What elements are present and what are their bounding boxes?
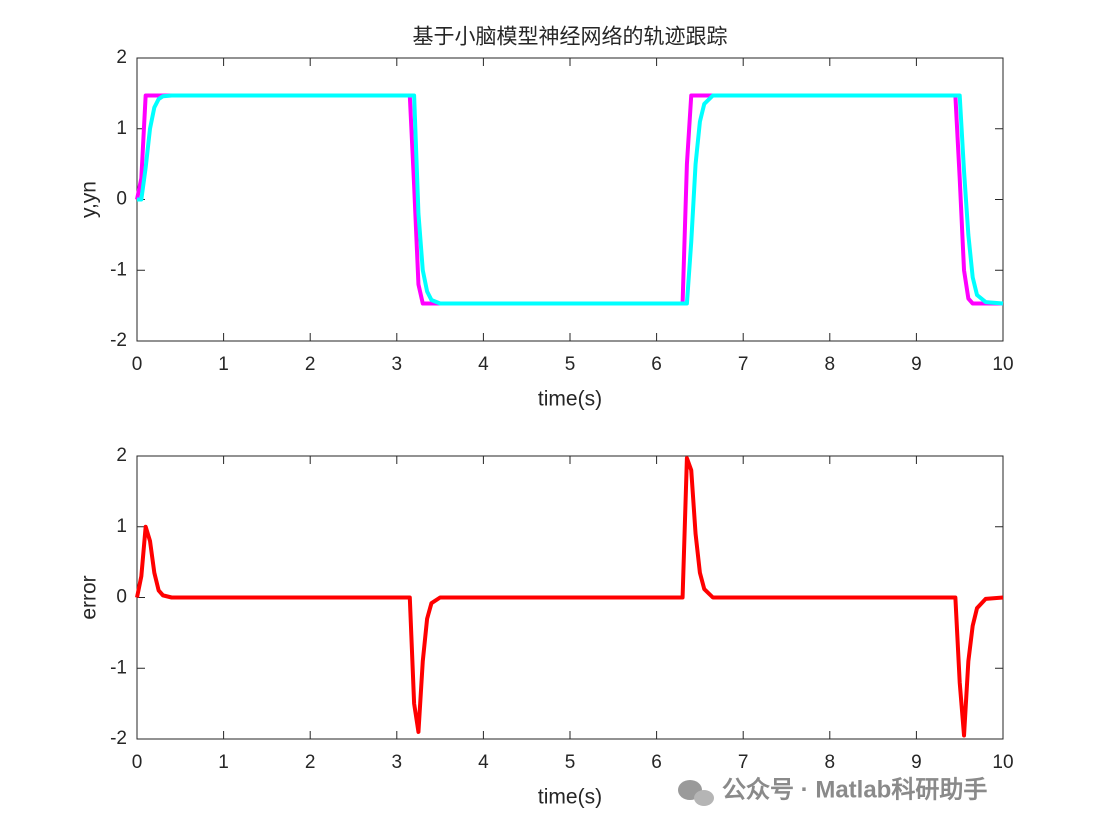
x-tick-label: 1 [218,752,229,773]
y-axis-label: error [78,575,101,619]
chart-title: 基于小脑模型神经网络的轨迹跟踪 [413,25,728,49]
x-tick-label: 0 [132,752,143,773]
x-tick-label: 8 [825,354,836,375]
series-line [137,93,1004,306]
x-tick-label: 10 [992,752,1013,773]
x-tick-label: 8 [825,752,836,773]
x-tick-label: 0 [132,354,143,375]
x-axis-label: time(s) [538,786,602,809]
y-tick-label: 0 [116,189,127,210]
x-tick-label: 4 [478,752,489,773]
x-tick-label: 6 [651,354,662,375]
x-tick-label: 2 [305,354,316,375]
y-tick-label: 2 [116,445,127,466]
y-tick-label: 1 [116,118,127,139]
x-tick-label: 9 [911,752,922,773]
x-tick-label: 5 [565,354,576,375]
x-tick-label: 1 [218,354,229,375]
y-tick-label: 1 [116,516,127,537]
x-tick-label: 9 [911,354,922,375]
y-tick-label: -1 [110,657,127,678]
watermark-icon [678,780,714,806]
x-tick-label: 2 [305,752,316,773]
y-axis-label: y,yn [78,181,101,218]
x-tick-label: 3 [392,354,403,375]
axes-box [136,57,1004,342]
y-tick-label: 2 [116,47,127,68]
x-tick-label: 7 [738,354,749,375]
y-tick-label: 0 [116,587,127,608]
x-tick-label: 7 [738,752,749,773]
x-tick-label: 5 [565,752,576,773]
x-tick-label: 6 [651,752,662,773]
x-tick-label: 10 [992,354,1013,375]
y-tick-label: -2 [110,330,127,351]
y-tick-label: -2 [110,728,127,749]
x-tick-label: 4 [478,354,489,375]
watermark: 公众号 · Matlab科研助手 [722,775,987,803]
series-line [135,456,1004,738]
x-axis-label: time(s) [538,388,602,411]
x-tick-label: 3 [392,752,403,773]
y-tick-label: -1 [110,259,127,280]
